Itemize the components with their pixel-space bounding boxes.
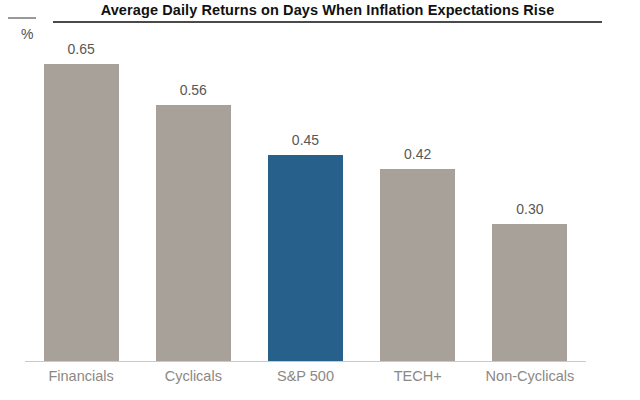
bar-tech <box>380 169 455 361</box>
bar-cyclicals <box>156 105 231 361</box>
bar-group-financials: 0.65 <box>44 41 119 361</box>
bar-group-tech: 0.42 <box>380 146 455 361</box>
bar-group-non-cyclicals: 0.30 <box>492 201 567 361</box>
bar-value-label: 0.42 <box>404 146 431 162</box>
x-axis-baseline <box>25 361 586 362</box>
bar-group-s-p-500: 0.45 <box>268 132 343 361</box>
bar-group-cyclicals: 0.56 <box>156 82 231 361</box>
bar-value-label: 0.56 <box>180 82 207 98</box>
category-label-s-p-500: S&P 500 <box>249 368 361 384</box>
bar-non-cyclicals <box>492 224 567 361</box>
bar-value-label: 0.65 <box>67 41 94 57</box>
category-label-non-cyclicals: Non-Cyclicals <box>474 368 586 384</box>
plot-area: 0.65 0.56 0.45 0.42 0.30 <box>25 0 586 361</box>
bar-value-label: 0.45 <box>292 132 319 148</box>
bar-financials <box>44 64 119 361</box>
category-axis-labels: FinancialsCyclicalsS&P 500TECH+Non-Cycli… <box>25 368 586 384</box>
category-label-cyclicals: Cyclicals <box>137 368 249 384</box>
bar-value-label: 0.30 <box>516 201 543 217</box>
bar-s-p-500 <box>268 155 343 361</box>
category-label-financials: Financials <box>25 368 137 384</box>
bar-chart: Average Daily Returns on Days When Infla… <box>0 0 640 400</box>
category-label-tech: TECH+ <box>362 368 474 384</box>
